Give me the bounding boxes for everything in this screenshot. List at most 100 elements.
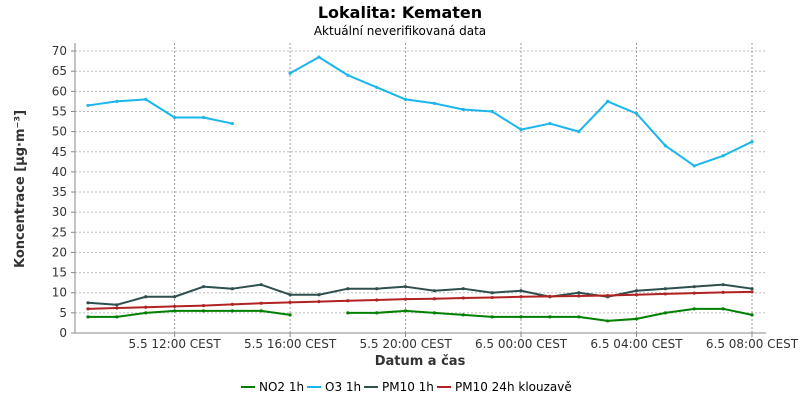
series-2-point-14 <box>490 109 494 114</box>
series-3-point-21 <box>692 285 696 289</box>
series-4-point-1 <box>115 306 119 310</box>
series-4-point-2 <box>144 305 148 309</box>
legend: NO2 1h O3 1h PM10 1h PM10 24h klouzavě <box>241 380 572 394</box>
series-4-line-segment-0 <box>87 290 753 310</box>
series-3-point-15 <box>519 289 523 293</box>
series-2-point-10 <box>375 85 379 89</box>
legend-item-3: PM10 1h <box>364 380 434 394</box>
x-tick-label-2: 5.5 20:00 CEST <box>359 337 452 351</box>
x-tick-label-1: 5.5 16:00 CEST <box>244 337 337 351</box>
series-4-point-11 <box>403 297 408 301</box>
series-3-point-19 <box>634 289 639 293</box>
y-tick-label-55: 55 <box>52 104 67 118</box>
y-tick-label-5: 5 <box>59 306 67 320</box>
legend-item-4: PM10 24h klouzavě <box>437 380 572 394</box>
series-1 <box>86 307 754 323</box>
series-3-point-4 <box>201 285 206 289</box>
series-3-line-segment-0 <box>87 283 753 306</box>
series-4-point-4 <box>201 304 206 308</box>
series-3-point-23 <box>750 287 754 291</box>
series-1-point-20 <box>663 311 667 315</box>
series-4-point-5 <box>230 302 234 307</box>
y-tick-label-60: 60 <box>52 84 67 98</box>
series-2-point-15 <box>519 127 523 132</box>
series-4-point-3 <box>173 304 177 309</box>
series-2-point-11 <box>403 97 408 101</box>
series-4-point-6 <box>259 301 263 305</box>
series-1-point-16 <box>548 315 552 319</box>
series-2-point-1 <box>115 99 119 104</box>
series-4-point-22 <box>721 290 725 294</box>
series-3-point-6 <box>259 283 263 287</box>
series-4-point-23 <box>750 290 754 294</box>
series-1-point-18 <box>606 319 610 323</box>
series-1-point-7 <box>288 313 292 317</box>
legend-label-4: PM10 24h klouzavě <box>455 380 572 394</box>
y-tick-label-0: 0 <box>59 326 67 340</box>
y-tick-label-30: 30 <box>52 205 67 219</box>
y-tick-label-10: 10 <box>52 286 67 300</box>
series-1-point-15 <box>519 315 523 319</box>
series-3-point-13 <box>461 287 465 291</box>
series-1-point-4 <box>201 309 206 313</box>
series-4 <box>86 290 754 311</box>
series-3-point-9 <box>346 287 350 291</box>
y-tick-label-25: 25 <box>52 225 67 239</box>
y-axis-title: Koncentrace [µg·m⁻³] <box>13 110 28 268</box>
y-tick-label-35: 35 <box>52 185 67 199</box>
series-1-point-10 <box>375 311 379 315</box>
series-1-point-6 <box>259 309 263 313</box>
series-1-point-9 <box>346 311 350 315</box>
x-tick-label-0: 5.5 12:00 CEST <box>129 337 222 351</box>
x-axis-title: Datum a čas <box>375 354 466 369</box>
series-2 <box>86 55 754 168</box>
series-2-point-19 <box>634 111 639 116</box>
x-tick-label-5: 6.5 08:00 CEST <box>706 337 799 351</box>
series-4-point-14 <box>490 295 494 300</box>
series-3-point-12 <box>432 289 437 293</box>
series-1-point-5 <box>230 309 234 313</box>
chart-title: Lokalita: Kematen <box>318 3 482 22</box>
series-3-point-10 <box>375 287 379 291</box>
series-4-point-10 <box>375 298 379 302</box>
chart-subtitle: Aktuální neverifikovaná data <box>314 24 486 38</box>
y-tick-label-50: 50 <box>52 125 67 139</box>
series-2-point-8 <box>317 55 321 59</box>
y-tick-label-15: 15 <box>52 266 67 280</box>
series-3-point-1 <box>115 303 119 307</box>
series-1-line-segment-0 <box>87 309 292 318</box>
series-4-point-8 <box>317 299 321 304</box>
series-4-point-19 <box>634 293 639 297</box>
series-3-point-22 <box>721 283 725 287</box>
series-1-point-2 <box>144 311 148 315</box>
series-2-point-5 <box>230 121 234 126</box>
legend-label-1: NO2 1h <box>259 380 304 394</box>
series-2-point-4 <box>201 115 206 120</box>
series-2-point-13 <box>461 107 465 112</box>
legend-item-1: NO2 1h <box>241 380 304 394</box>
series-3-point-20 <box>663 287 667 291</box>
x-tick-label-3: 6.5 00:00 CEST <box>475 337 568 351</box>
y-tick-label-65: 65 <box>52 64 67 78</box>
series-2-point-16 <box>548 121 552 126</box>
series-2-point-22 <box>721 154 725 158</box>
series-4-point-7 <box>288 300 292 304</box>
series-2-point-21 <box>692 164 696 168</box>
series-2-point-18 <box>606 99 610 104</box>
series-2-point-23 <box>750 140 754 144</box>
series-2-point-0 <box>86 103 90 108</box>
series-2-point-7 <box>288 71 292 75</box>
series-3-point-0 <box>86 301 90 305</box>
series-2-point-2 <box>144 97 148 101</box>
series-2-point-12 <box>432 101 437 106</box>
series-1-point-14 <box>490 315 494 319</box>
series-3-point-3 <box>173 295 177 299</box>
series-3-point-11 <box>403 285 408 289</box>
series-3-point-14 <box>490 291 494 295</box>
plot-area: 0 5 10 15 20 25 30 35 40 45 50 55 60 65 70 5.5 12:00 CE… <box>52 43 799 351</box>
series-1-point-0 <box>86 315 90 319</box>
y-tick-label-20: 20 <box>52 245 67 259</box>
series-4-point-18 <box>606 293 610 298</box>
series-1-point-11 <box>403 309 408 313</box>
